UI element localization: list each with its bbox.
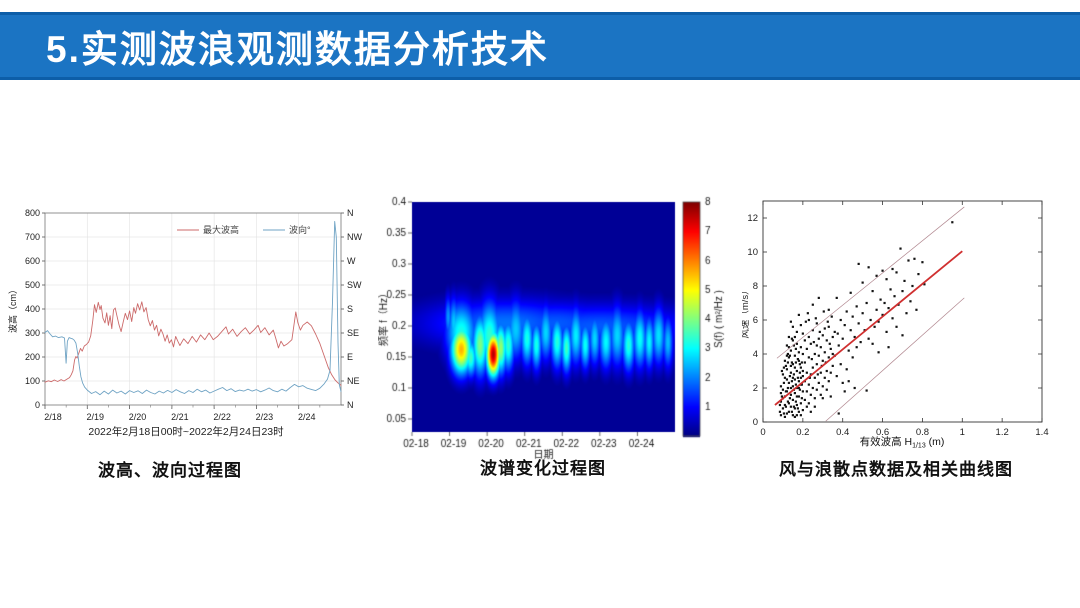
- svg-text:4: 4: [753, 349, 758, 360]
- wave-height-direction-chart: 0 100 200 300 400 500 600 700 800 N NW W SW S SE E NE N 2/…: [7, 208, 362, 438]
- svg-text:400: 400: [25, 304, 40, 314]
- svg-text:0.2: 0.2: [796, 427, 809, 438]
- svg-text:12: 12: [747, 213, 758, 224]
- svg-text:N: N: [347, 400, 354, 410]
- svg-text:NE: NE: [347, 376, 360, 386]
- wave-spectrum-heatmap: [378, 186, 730, 466]
- svg-text:2/20: 2/20: [129, 412, 147, 422]
- svg-text:2/23: 2/23: [256, 412, 274, 422]
- svg-text:2/24: 2/24: [298, 412, 316, 422]
- figure-caption-2: 波谱变化过程图: [480, 459, 606, 478]
- wind-wave-scatter-figure: 0 0.2 0.4 0.6 0.8 1 1.2 1.4 0 2 4 6 8 10 12 风速（m/s） 有效波高…: [739, 192, 1072, 482]
- svg-text:300: 300: [25, 328, 40, 338]
- svg-text:0.8: 0.8: [916, 427, 929, 438]
- figure-caption-3: 风与浪散点数据及相关曲线图: [779, 460, 1013, 479]
- svg-text:0: 0: [753, 417, 758, 428]
- svg-text:1.2: 1.2: [996, 427, 1009, 438]
- svg-text:2/19: 2/19: [87, 412, 105, 422]
- svg-text:700: 700: [25, 232, 40, 242]
- svg-text:E: E: [347, 352, 353, 362]
- svg-text:0.4: 0.4: [836, 427, 849, 438]
- svg-text:W: W: [347, 256, 356, 266]
- svg-text:2/21: 2/21: [171, 412, 189, 422]
- svg-text:SW: SW: [347, 280, 362, 290]
- wave-height-direction-figure: 0 100 200 300 400 500 600 700 800 N NW W SW S SE E NE N 2/…: [5, 192, 370, 482]
- svg-text:风速（m/s）: 风速（m/s）: [742, 285, 751, 338]
- svg-text:2/18: 2/18: [44, 412, 62, 422]
- title-bar: 5.实测波浪观测数据分析技术: [0, 12, 1080, 80]
- svg-text:2: 2: [753, 383, 758, 394]
- svg-text:波向°: 波向°: [289, 224, 311, 235]
- svg-text:有效波高 H1/13 (m): 有效波高 H1/13 (m): [860, 435, 945, 450]
- svg-text:10: 10: [747, 247, 758, 258]
- slide-title: 5.实测波浪观测数据分析技术: [46, 29, 549, 70]
- svg-text:S: S: [347, 304, 353, 314]
- svg-text:波高（cm）: 波高（cm）: [7, 285, 18, 333]
- svg-text:N: N: [347, 208, 354, 218]
- svg-text:500: 500: [25, 280, 40, 290]
- svg-text:最大波高: 最大波高: [203, 224, 239, 235]
- wave-spectrum-figure: 波谱变化过程图: [378, 186, 730, 486]
- svg-text:8: 8: [753, 281, 758, 292]
- svg-text:800: 800: [25, 208, 40, 218]
- svg-text:1: 1: [960, 427, 965, 438]
- svg-text:100: 100: [25, 376, 40, 386]
- svg-text:6: 6: [753, 315, 758, 326]
- svg-text:NW: NW: [347, 232, 362, 242]
- svg-text:0.6: 0.6: [876, 427, 889, 438]
- wind-wave-scatter-chart: 0 0.2 0.4 0.6 0.8 1 1.2 1.4 0 2 4 6 8 10 12 风速（m/s） 有效波高…: [739, 200, 1049, 450]
- svg-text:2/22: 2/22: [213, 412, 231, 422]
- svg-text:2022年2月18日00时~2022年2月24日23时: 2022年2月18日00时~2022年2月24日23时: [88, 425, 284, 438]
- svg-text:SE: SE: [347, 328, 359, 338]
- svg-text:0: 0: [35, 400, 40, 410]
- svg-text:1.4: 1.4: [1035, 427, 1048, 438]
- figure-caption-1: 波高、波向过程图: [98, 461, 242, 480]
- svg-text:0: 0: [760, 427, 765, 438]
- svg-text:600: 600: [25, 256, 40, 266]
- svg-text:200: 200: [25, 352, 40, 362]
